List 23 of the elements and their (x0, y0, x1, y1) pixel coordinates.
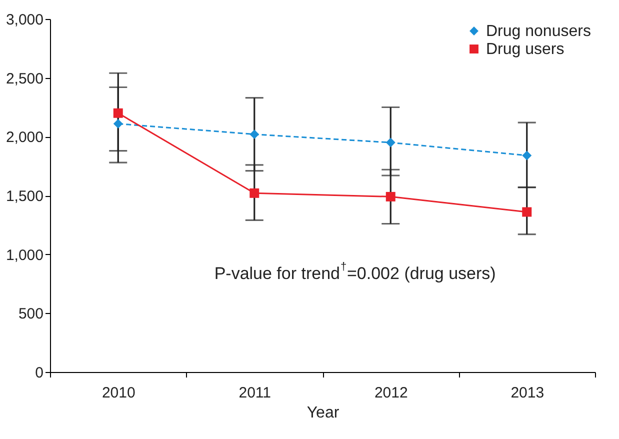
y-tick-label: 1,500 (6, 188, 44, 205)
x-tick-label: 2011 (238, 384, 272, 402)
x-tick-label: 2012 (374, 384, 408, 402)
point (113, 108, 123, 118)
y-tick-label: 500 (18, 306, 44, 323)
point (386, 192, 396, 202)
y-tick-label: 0 (35, 364, 44, 382)
x-tick-label: 2013 (510, 384, 544, 402)
x-axis-title: Year (306, 404, 340, 422)
point (250, 130, 260, 140)
y-tick-label: 2,500 (6, 70, 44, 88)
x-tick-label: 2010 (102, 384, 136, 402)
y-tick-label: 2,000 (6, 129, 44, 146)
annotation: P-value for trend†=0.002 (drug users) (214, 261, 496, 283)
y-tick-label: 1,000 (6, 246, 44, 264)
point (113, 118, 123, 128)
point (522, 150, 532, 160)
legend-label: Drug users (486, 41, 564, 58)
point (386, 138, 396, 148)
point (250, 188, 260, 198)
legend-label: Drug nonusers (486, 23, 591, 40)
y-tick-label: 3,000 (6, 12, 44, 28)
point (522, 207, 532, 217)
